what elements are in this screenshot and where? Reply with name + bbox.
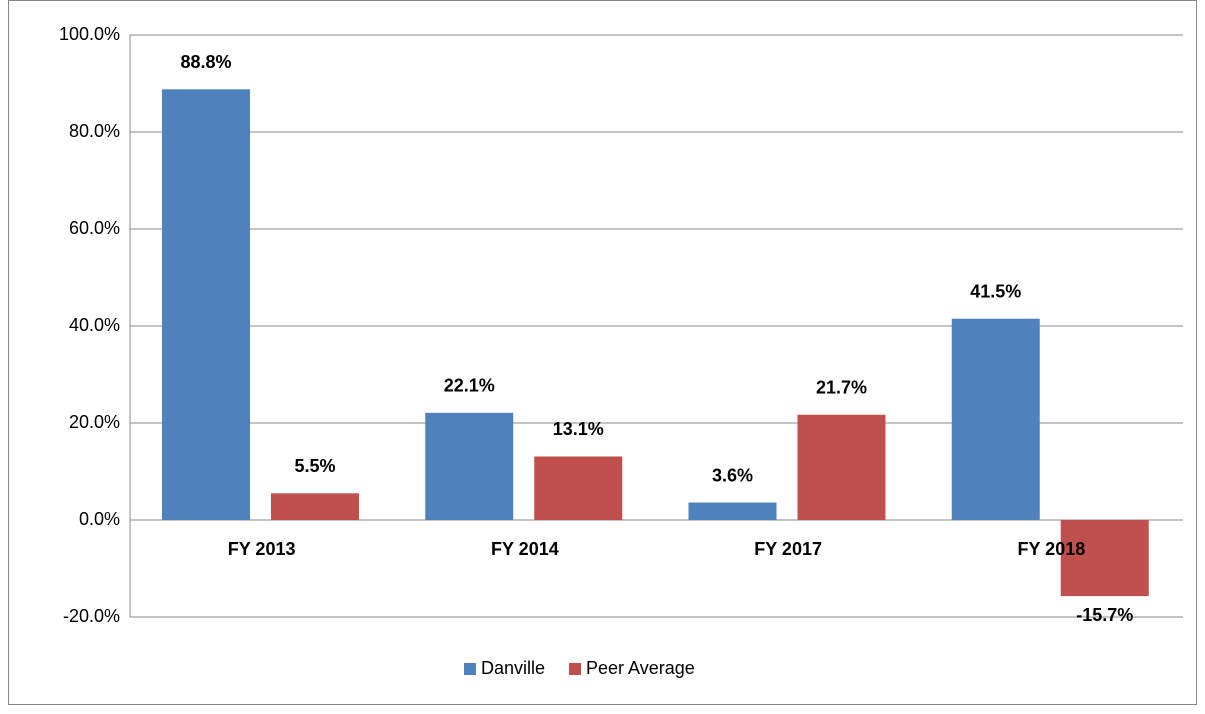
data-label: 21.7% [816, 378, 867, 398]
bar [162, 89, 250, 520]
y-tick-label: 80.0% [69, 121, 120, 141]
data-label: -15.7% [1076, 605, 1133, 625]
y-tick-label: 20.0% [69, 412, 120, 432]
data-label: 3.6% [712, 465, 753, 485]
bar [534, 456, 623, 520]
bar [1060, 520, 1149, 597]
bar [688, 502, 777, 520]
bar [425, 412, 514, 520]
legend-label: Peer Average [586, 658, 695, 678]
data-label: 41.5% [970, 281, 1021, 301]
legend-swatch [569, 663, 582, 675]
y-tick-label: -20.0% [63, 606, 120, 626]
legend-label: Danville [481, 658, 545, 678]
y-tick-label: 40.0% [69, 315, 120, 335]
bar [951, 318, 1040, 520]
bar [271, 493, 359, 520]
data-label: 22.1% [444, 376, 495, 396]
bar [797, 414, 886, 520]
legend-swatch [464, 663, 476, 675]
y-tick-label: 60.0% [69, 218, 120, 238]
x-tick-label: FY 2013 [228, 539, 296, 559]
y-tick-label: 100.0% [59, 24, 120, 44]
x-tick-label: FY 2014 [491, 539, 559, 559]
x-tick-label: FY 2017 [754, 539, 822, 559]
data-label: 5.5% [294, 456, 335, 476]
data-label: 88.8% [180, 52, 231, 72]
y-tick-label: 0.0% [79, 509, 120, 529]
data-label: 13.1% [553, 419, 604, 439]
x-tick-label: FY 2018 [1018, 539, 1086, 559]
